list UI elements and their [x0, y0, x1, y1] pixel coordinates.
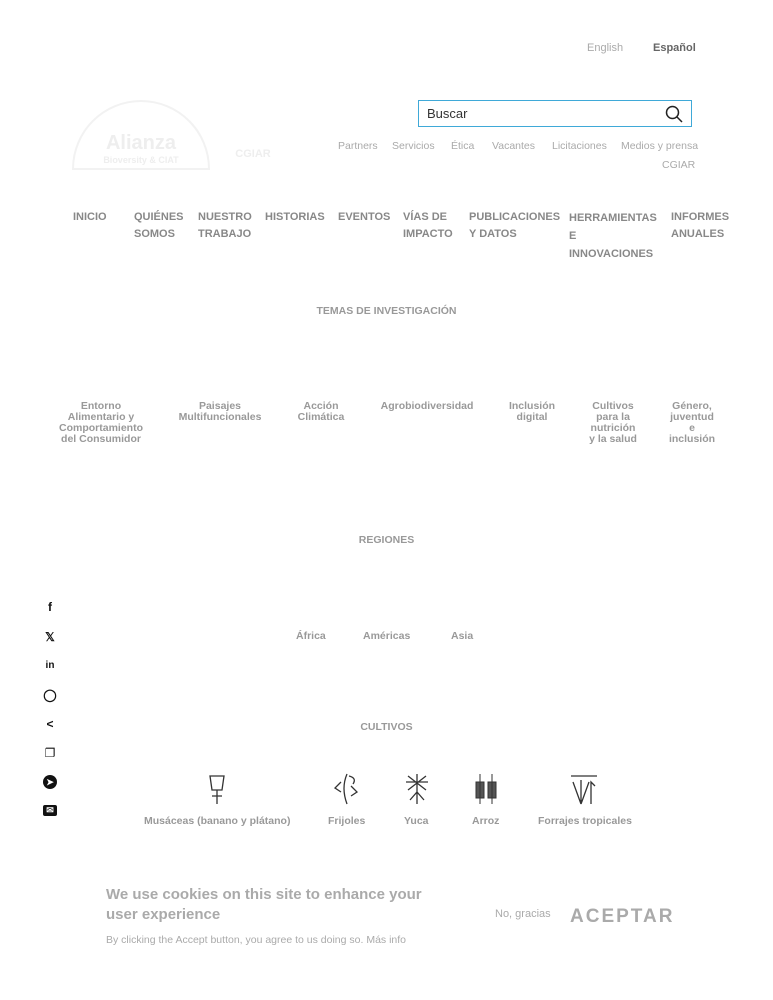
lang-english[interactable]: English [587, 42, 624, 54]
topic-inclusion-digital[interactable]: Inclusión digital [508, 400, 556, 423]
whatsapp-icon[interactable]: ◯ [43, 688, 57, 702]
link-medios[interactable]: Medios y prensa [621, 140, 699, 152]
research-title: TEMAS DE INVESTIGACIÓN [316, 305, 457, 317]
accept-button[interactable]: ACEPTAR [570, 906, 675, 927]
topic-agrobiodiversidad[interactable]: Agrobiodiversidad [380, 400, 474, 412]
telegram-icon[interactable]: ➤ [43, 775, 57, 789]
nav-publicaciones[interactable]: PUBLICACIONES Y DATOS [469, 211, 561, 240]
crop-forrajes[interactable]: Forrajes tropicales [538, 815, 632, 827]
linkedin-icon[interactable]: in [45, 660, 55, 671]
crop-musaceas[interactable]: Musáceas (banano y plátano) [144, 815, 291, 827]
nav-historias[interactable]: HISTORIAS [265, 211, 325, 223]
link-vacantes[interactable]: Vacantes [492, 140, 535, 152]
nav-nuestro-trabajo[interactable]: NUESTRO TRABAJO [198, 211, 252, 240]
share-icon[interactable]: < [46, 717, 54, 731]
nav-eventos[interactable]: EVENTOS [338, 211, 391, 223]
beans-icon [333, 773, 359, 805]
topic-genero[interactable]: Género, juventud e inclusión [668, 400, 716, 445]
search-icon[interactable] [665, 105, 683, 123]
decline-button[interactable]: No, gracias [495, 908, 551, 920]
alliance-logo[interactable]: Alianza Bioversity & CIAT [72, 100, 210, 170]
more-info-link[interactable]: Más info [366, 934, 407, 946]
region-asia[interactable]: Asia [451, 630, 474, 642]
facebook-icon[interactable]: f [48, 600, 52, 614]
email-icon[interactable]: ✉ [43, 805, 57, 816]
topic-cultivos-nutricion[interactable]: Cultivos para la nutrición y la salud [589, 400, 637, 445]
rice-icon [475, 774, 497, 804]
link-licitaciones[interactable]: Licitaciones [552, 140, 607, 152]
forage-icon [571, 775, 597, 805]
link-cgiar[interactable]: CGIAR [662, 159, 696, 171]
cgiar-logo[interactable]: CGIAR [235, 148, 271, 160]
cookie-title: We use cookies on this site to enhance y… [106, 886, 422, 923]
crop-yuca[interactable]: Yuca [404, 815, 429, 827]
copy-icon[interactable]: ❐ [44, 746, 56, 760]
nav-quienes-somos[interactable]: QUIÉNES SOMOS [134, 211, 184, 240]
regions-title: REGIONES [358, 534, 415, 546]
link-etica[interactable]: Ética [451, 140, 475, 152]
nav-informes[interactable]: INFORMES ANUALES [671, 211, 730, 240]
topic-entorno[interactable]: Entorno Alimentario y Comportamiento del… [59, 400, 143, 445]
topic-paisajes[interactable]: Paisajes Multifuncionales [178, 400, 262, 423]
nav-inicio[interactable]: INICIO [73, 211, 107, 223]
search-input[interactable]: Buscar [418, 100, 692, 127]
link-servicios[interactable]: Servicios [392, 140, 435, 152]
region-americas[interactable]: Américas [363, 630, 411, 642]
crop-frijoles[interactable]: Frijoles [328, 815, 366, 827]
crops-title: CULTIVOS [360, 721, 413, 733]
banana-icon [209, 775, 225, 804]
nav-herramientas[interactable]: HERRAMIENTAS E INNOVACIONES [569, 212, 657, 260]
lang-spanish[interactable]: Español [653, 42, 696, 54]
cassava-icon [406, 774, 428, 804]
region-africa[interactable]: África [296, 630, 326, 642]
link-partners[interactable]: Partners [338, 140, 378, 152]
topic-accion-climatica[interactable]: Acción Climática [297, 400, 345, 423]
x-icon[interactable]: 𝕏 [45, 630, 55, 644]
nav-vias-impacto[interactable]: VÍAS DE IMPACTO [403, 211, 453, 240]
cookie-text: By clicking the Accept button, you agree… [106, 934, 407, 946]
crop-arroz[interactable]: Arroz [472, 815, 500, 827]
